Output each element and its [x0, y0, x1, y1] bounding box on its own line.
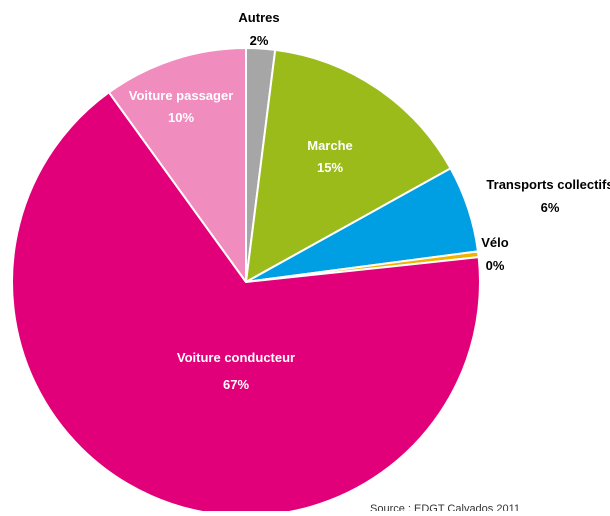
slice-label-voiture-conducteur: Voiture conducteur [177, 350, 295, 365]
pie-slice-voiture-passager [107, 47, 247, 283]
pie-slice-marche [245, 48, 452, 283]
slice-value-voiture-conducteur: 67% [223, 377, 249, 392]
slice-value-marche: 15% [317, 160, 343, 175]
source-note: Source : EDGT Calvados 2011 [370, 503, 520, 511]
slice-value-velo: 0% [486, 258, 505, 273]
slice-value-transports-collectifs: 6% [541, 200, 560, 215]
slice-label-velo: Vélo [481, 235, 509, 250]
slice-label-autres: Autres [238, 10, 279, 25]
slice-label-voiture-passager: Voiture passager [129, 88, 234, 103]
pie-slice-voiture-conducteur [11, 91, 482, 516]
slice-value-voiture-passager: 10% [168, 110, 194, 125]
slice-label-marche: Marche [307, 138, 353, 153]
slice-value-autres: 2% [250, 33, 269, 48]
slice-label-transports-collectifs: Transports collectifs [486, 177, 610, 192]
